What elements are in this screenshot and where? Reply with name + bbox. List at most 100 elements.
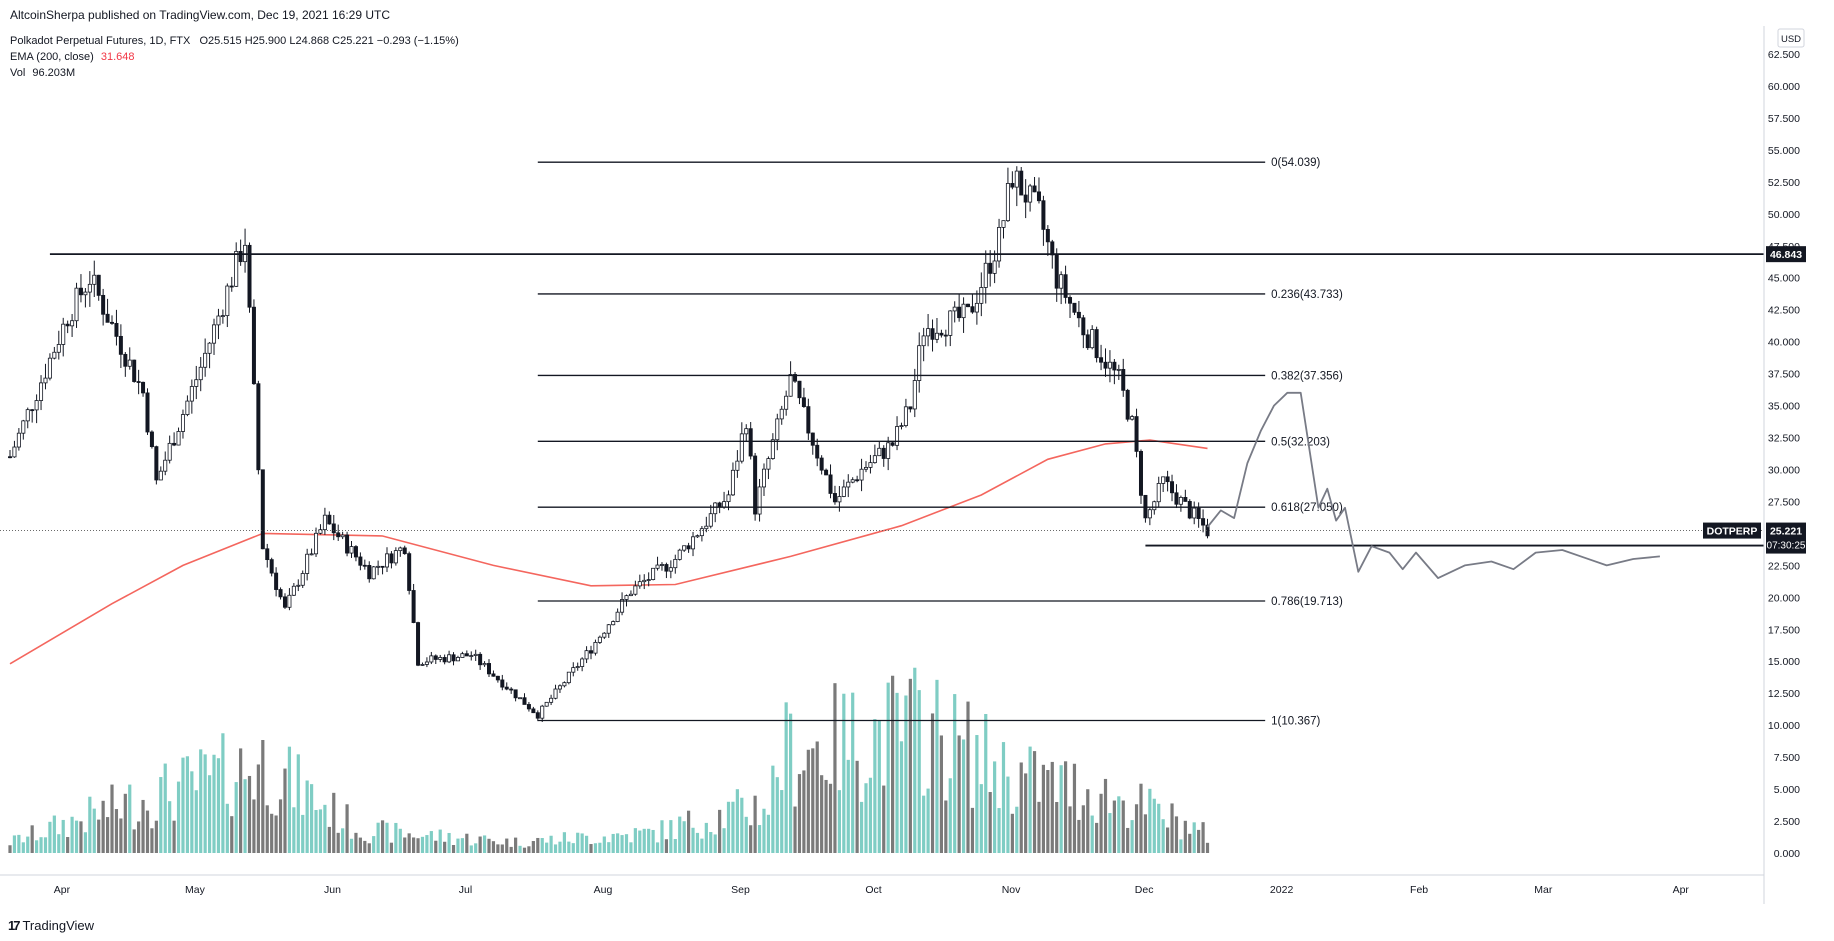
currency-badge[interactable] — [1777, 28, 1805, 48]
candle-body — [979, 287, 984, 304]
time-axis-label: Dec — [1135, 884, 1154, 896]
tradingview-logo[interactable]: 17 TradingView — [8, 918, 94, 933]
volume-bar — [1095, 822, 1099, 853]
volume-bar — [230, 816, 234, 853]
candle-body — [247, 244, 252, 308]
volume-bar — [837, 790, 841, 853]
horizontal-levels[interactable] — [0, 253, 1764, 547]
candle-body — [469, 655, 474, 657]
candle-body — [908, 406, 913, 410]
volume-bar — [979, 784, 983, 853]
volume-bar — [811, 748, 815, 853]
volume-bar — [1157, 803, 1161, 853]
candle-body — [1125, 389, 1130, 420]
price-tick-label: 22.500 — [1768, 560, 1800, 572]
candle-body — [717, 502, 722, 508]
volume-bar — [828, 783, 833, 853]
candle-body — [1036, 191, 1041, 202]
candle-body — [314, 532, 319, 555]
volume-bar — [137, 821, 141, 853]
candle-body — [101, 294, 106, 315]
candle-body — [624, 595, 629, 600]
volume-bar — [296, 754, 300, 853]
candle-body — [65, 323, 70, 327]
volume-bar — [1063, 761, 1068, 853]
volume-bar — [176, 781, 181, 853]
volume-bar — [141, 799, 145, 853]
price-tick-label: 5.000 — [1774, 784, 1800, 796]
volume-bar — [349, 838, 354, 853]
fib-level-label: 0.5(32.203) — [1271, 436, 1330, 448]
candle-body — [518, 697, 523, 700]
last-price-badge: 25.221 — [1770, 526, 1802, 538]
candle-body — [34, 400, 39, 411]
ema-label[interactable]: EMA (200, close) — [10, 51, 94, 63]
volume-bar — [598, 842, 602, 853]
countdown-bg — [1766, 538, 1806, 552]
symbol-name[interactable]: Polkadot Perpetual Futures, 1D, FTX — [10, 35, 191, 47]
price-chart[interactable]: 0(54.039) 0.236(43.733) 0.382(37.356) 0.5(3… — [0, 26, 1834, 916]
volume-bar — [438, 829, 442, 853]
volume-bar — [239, 748, 243, 853]
candle-body — [1045, 228, 1050, 243]
volume-bar — [1139, 783, 1143, 853]
candle-body — [793, 374, 798, 382]
volume-bar — [589, 844, 593, 853]
candle-body — [917, 345, 922, 381]
volume-bar — [1086, 789, 1090, 853]
volume-bar — [194, 790, 198, 853]
volume-bar — [602, 836, 606, 853]
volume-label[interactable]: Vol — [10, 67, 26, 79]
volume-bar — [416, 838, 420, 853]
volume-bar — [185, 756, 190, 853]
candle-body — [810, 432, 815, 446]
candle-body — [540, 705, 545, 719]
ema-line — [9, 439, 1208, 665]
volume-bar — [1072, 763, 1077, 853]
volume-bar — [354, 832, 358, 853]
candle-body — [1134, 416, 1139, 452]
candle-body — [78, 287, 83, 296]
candle-body — [589, 650, 594, 654]
volume-bar — [899, 741, 904, 853]
candle-body — [451, 654, 456, 662]
candle-body — [207, 342, 212, 354]
candle-body — [52, 351, 57, 359]
volume-bar — [1179, 839, 1183, 853]
volume-bar — [1121, 800, 1125, 853]
candle-body — [1032, 185, 1037, 193]
price-tick-label: 10.000 — [1768, 720, 1800, 732]
projection-path[interactable] — [1206, 391, 1660, 579]
candle-body — [424, 661, 429, 665]
volume-bar — [159, 777, 163, 853]
candle-body — [96, 274, 101, 296]
volume-bar — [1161, 819, 1165, 853]
volume-bar — [243, 779, 247, 853]
candle-body — [487, 663, 492, 675]
volume-bar — [802, 770, 806, 853]
candle-body — [216, 315, 221, 326]
publisher-line: AltcoinSherpa published on TradingView.c… — [10, 8, 391, 22]
candle-body — [309, 553, 314, 556]
candle-body — [340, 534, 345, 538]
volume-bar — [83, 832, 87, 853]
candle-body — [801, 397, 806, 407]
candle-body — [300, 573, 305, 586]
candle-body — [1050, 241, 1055, 256]
volume-value: 96.203M — [32, 67, 76, 79]
volume-bar — [953, 694, 957, 853]
volume-bar — [607, 842, 611, 853]
volume-bar — [1010, 813, 1014, 853]
candle-body — [877, 447, 882, 457]
volume-bar — [212, 754, 216, 853]
volume-bar — [119, 818, 123, 853]
candle-body — [495, 675, 500, 681]
price-tick-label: 20.000 — [1768, 592, 1800, 604]
fibonacci-retracement[interactable]: 0(54.039) 0.236(43.733) 0.382(37.356) 0.5(3… — [537, 157, 1343, 727]
volume-bar — [79, 821, 83, 853]
fib-level-label: 1(10.367) — [1271, 715, 1320, 727]
candle-body — [966, 303, 971, 308]
volume-bar — [558, 841, 562, 853]
candle-body — [407, 553, 412, 591]
price-tick-label: 35.000 — [1768, 401, 1800, 413]
